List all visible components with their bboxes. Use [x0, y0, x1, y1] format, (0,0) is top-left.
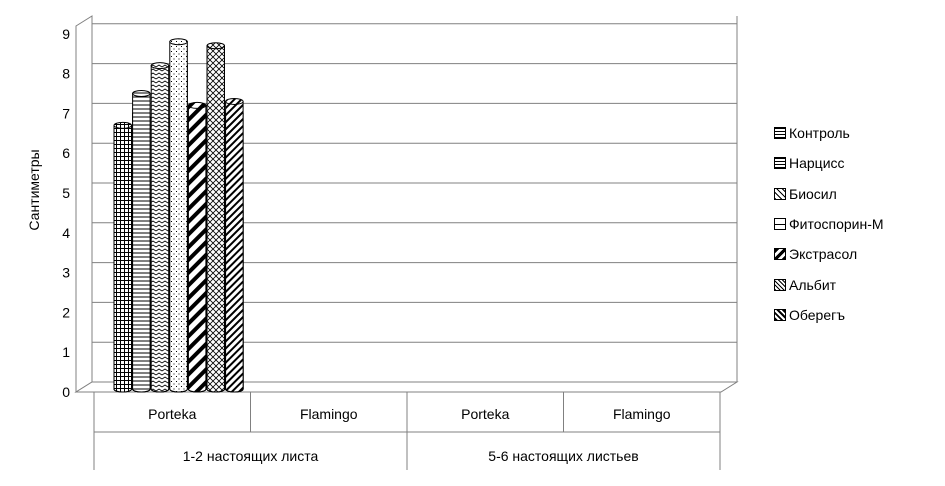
- side-wall: [75, 15, 93, 393]
- legend: Контроль Нарцисс Биосил Фитоспорин-М Экстрас…: [774, 118, 939, 330]
- y-tick-label: 5: [62, 185, 70, 201]
- y-axis-title: Сантиметры: [26, 149, 42, 230]
- legend-swatch: [774, 127, 786, 140]
- legend-swatch: [774, 278, 786, 291]
- legend-label: Контроль: [789, 125, 850, 142]
- legend-item: Оберегъ: [774, 300, 939, 330]
- y-tick-label: 4: [62, 225, 70, 241]
- legend-item: Экстрасол: [774, 239, 939, 269]
- bar: [150, 62, 170, 393]
- legend-swatch: [774, 308, 786, 321]
- legend-label: Биосил: [789, 185, 837, 202]
- y-tick-label: 2: [62, 304, 70, 320]
- x-tick-label: Flamingo: [613, 406, 671, 422]
- y-tick-label: 7: [62, 105, 70, 121]
- y-tick-label: 0: [62, 384, 70, 400]
- bar: [169, 38, 188, 393]
- bar: [206, 42, 225, 393]
- legend-swatch: [774, 248, 786, 261]
- y-tick-label: 6: [62, 145, 70, 161]
- legend-item: Альбит: [774, 269, 939, 299]
- x-tick-label: Porteka: [148, 406, 196, 422]
- group-label: 1-2 настоящих листа: [183, 448, 319, 464]
- x-tick-label: Flamingo: [300, 406, 358, 422]
- legend-swatch: [774, 187, 786, 200]
- legend-label: Альбит: [789, 276, 837, 293]
- x-tick-label: Porteka: [461, 406, 509, 422]
- legend-item: Контроль: [774, 118, 939, 148]
- bar: [187, 101, 207, 393]
- bar: [225, 97, 244, 393]
- axis-labels: 0 1 2 3 4 5 6 7 8 9 Porteka Flamingo Porteka Flamingo…: [62, 26, 671, 464]
- legend-swatch: [774, 157, 786, 170]
- bars: [113, 38, 244, 393]
- legend-item: Биосил: [774, 179, 939, 209]
- legend-item: Фитоспорин-М: [774, 209, 939, 239]
- group-label: 5-6 настоящих листьев: [488, 448, 638, 464]
- y-tick-label: 3: [62, 265, 70, 281]
- legend-item: Нарцисс: [774, 148, 939, 178]
- y-tick-label: 1: [62, 344, 70, 360]
- bar: [113, 121, 132, 393]
- y-tick-label: 9: [62, 26, 70, 42]
- legend-swatch: [774, 218, 786, 231]
- legend-label: Фитоспорин-М: [789, 216, 884, 233]
- bar: [132, 89, 151, 393]
- legend-label: Экстрасол: [789, 246, 858, 263]
- legend-label: Нарцисс: [789, 155, 845, 172]
- legend-label: Оберегъ: [789, 306, 845, 323]
- y-tick-label: 8: [62, 66, 70, 82]
